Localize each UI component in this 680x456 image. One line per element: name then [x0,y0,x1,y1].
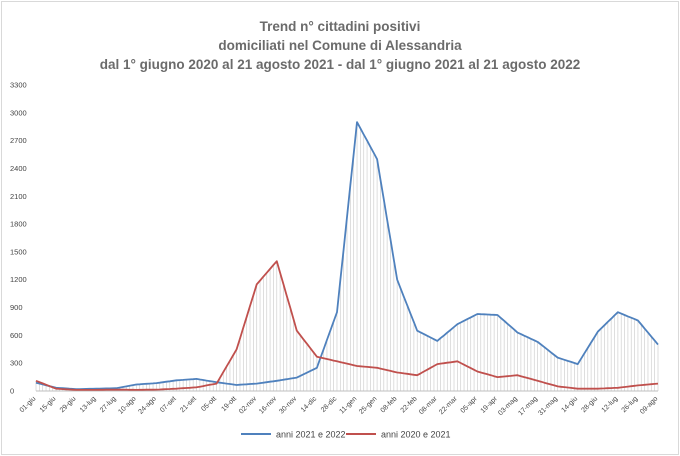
chart-title-line-1: Trend n° cittadini positivi [260,19,421,34]
series-line-2021-2022 [35,121,659,391]
y-tick-label: 2100 [10,192,27,201]
chart-title-line-3: dal 1° giugno 2020 al 21 agosto 2021 - d… [100,57,580,72]
y-tick-label: 1500 [10,247,27,256]
y-tick-label: 3300 [10,81,27,90]
y-tick-label: 2700 [10,136,27,145]
y-tick-label: 1200 [10,275,27,284]
y-tick-label: 0 [10,387,14,396]
y-tick-label: 1800 [10,220,27,229]
y-tick-label: 600 [10,331,23,340]
y-tick-label: 900 [10,303,23,312]
legend: anni 2021 e 2022 anni 2020 e 2021 [241,430,451,440]
series-line-2020-2021 [35,260,659,391]
y-axis: 0 300 600 900 1200 1500 1800 2100 2400 2700 3000 33… [10,81,27,396]
y-tick-label: 2400 [10,164,27,173]
y-tick-label: 300 [10,359,23,368]
fill-hatching-area [35,122,659,391]
y-tick-label: 3000 [10,108,27,117]
chart-title-line-2: domiciliati nel Comune di Alessandria [218,38,462,53]
legend-label-2021-2022: anni 2021 e 2022 [276,430,346,440]
series-lines [35,121,659,391]
legend-label-2020-2021: anni 2020 e 2021 [381,430,451,440]
